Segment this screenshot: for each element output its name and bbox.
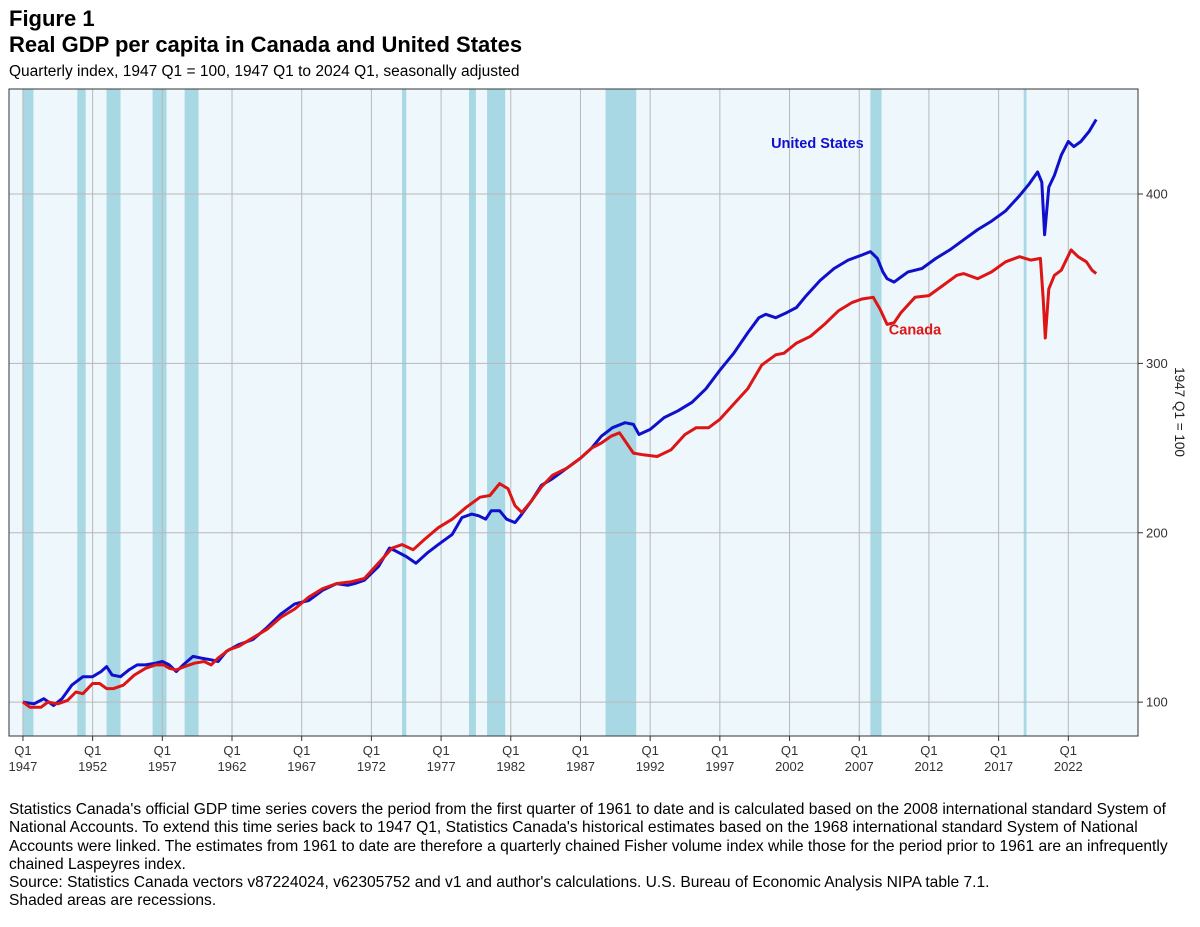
gridlines [9, 89, 1138, 736]
recession-band [77, 89, 86, 736]
y-tick-label: 200 [1146, 525, 1168, 540]
y-tick-label: 100 [1146, 695, 1168, 710]
x-tick-year: 2007 [845, 759, 874, 774]
x-tick-quarter: Q1 [572, 743, 589, 758]
gdp-line-chart: Q11947Q11952Q11957Q11962Q11967Q11972Q119… [8, 88, 1187, 774]
x-tick-quarter: Q1 [990, 743, 1007, 758]
x-tick-quarter: Q1 [293, 743, 310, 758]
chart-subtitle: Quarterly index, 1947 Q1 = 100, 1947 Q1 … [9, 63, 520, 80]
plot-border [8, 88, 1139, 737]
shading-note: Shaded areas are recessions. [9, 892, 217, 910]
recession-shading [22, 89, 1027, 736]
x-tick-quarter: Q1 [154, 743, 171, 758]
y-axis: 100 200 300 400 [1138, 187, 1168, 710]
chart-notes: Statistics Canada's official GDP time se… [9, 801, 1194, 911]
x-tick-quarter: Q1 [432, 743, 449, 758]
x-tick-year: 2012 [914, 759, 943, 774]
plot-background [9, 89, 1138, 736]
recession-band [184, 89, 199, 736]
x-tick-quarter: Q1 [363, 743, 380, 758]
x-axis: Q11947Q11952Q11957Q11962Q11967Q11972Q119… [8, 736, 1083, 774]
x-tick-year: 1947 [8, 759, 37, 774]
x-tick-quarter: Q1 [781, 743, 798, 758]
x-tick-quarter: Q1 [711, 743, 728, 758]
series-label-united-states: United States [771, 136, 864, 152]
x-tick-year: 1962 [218, 759, 247, 774]
y-tick-label: 400 [1146, 187, 1168, 202]
series-line-canada [22, 248, 1098, 709]
series-lines [22, 118, 1098, 709]
recession-band [22, 89, 34, 736]
recession-band [605, 89, 637, 736]
x-tick-quarter: Q1 [14, 743, 31, 758]
methodology-note: Statistics Canada's official GDP time se… [9, 801, 1168, 873]
x-tick-year: 2002 [775, 759, 804, 774]
x-tick-quarter: Q1 [1060, 743, 1077, 758]
x-tick-quarter: Q1 [641, 743, 658, 758]
chart-title: Real GDP per capita in Canada and United… [9, 32, 523, 57]
x-tick-year: 1952 [78, 759, 107, 774]
x-tick-year: 1977 [427, 759, 456, 774]
x-tick-year: 2017 [984, 759, 1013, 774]
x-tick-quarter: Q1 [920, 743, 937, 758]
recession-band [106, 89, 121, 736]
x-tick-year: 1987 [566, 759, 595, 774]
source-note: Source: Statistics Canada vectors v87224… [9, 874, 990, 892]
x-tick-year: 1972 [357, 759, 386, 774]
y-axis-label: 1947 Q1 = 100 [1172, 367, 1187, 457]
series-label-canada: Canada [889, 323, 942, 339]
x-tick-quarter: Q1 [851, 743, 868, 758]
x-tick-year: 1997 [705, 759, 734, 774]
x-tick-quarter: Q1 [223, 743, 240, 758]
figure-label: Figure 1 [9, 6, 95, 31]
x-tick-year: 1992 [636, 759, 665, 774]
x-tick-year: 1982 [496, 759, 525, 774]
x-tick-year: 1957 [148, 759, 177, 774]
recession-band [870, 89, 882, 736]
recession-band [1023, 89, 1027, 736]
recession-band [152, 89, 167, 736]
recession-band [487, 89, 506, 736]
x-tick-quarter: Q1 [502, 743, 519, 758]
x-tick-quarter: Q1 [84, 743, 101, 758]
x-tick-year: 2022 [1054, 759, 1083, 774]
y-tick-label: 300 [1146, 356, 1168, 371]
recession-band [468, 89, 476, 736]
recession-band [402, 89, 407, 736]
x-tick-year: 1967 [287, 759, 316, 774]
